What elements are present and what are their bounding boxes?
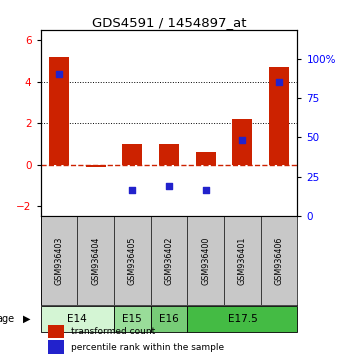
Bar bbox=[49, 57, 69, 165]
Bar bbox=[48, 325, 64, 338]
Bar bbox=[122, 144, 142, 165]
Text: GSM936401: GSM936401 bbox=[238, 236, 247, 285]
Text: percentile rank within the sample: percentile rank within the sample bbox=[71, 343, 224, 352]
Text: ▶: ▶ bbox=[23, 314, 30, 324]
Bar bbox=[41, 306, 114, 332]
Text: GSM936405: GSM936405 bbox=[128, 236, 137, 285]
Text: E14: E14 bbox=[67, 314, 87, 324]
Text: GSM936406: GSM936406 bbox=[274, 236, 284, 285]
Bar bbox=[232, 119, 252, 165]
Bar bbox=[196, 152, 216, 165]
Text: E15: E15 bbox=[122, 314, 142, 324]
Text: GSM936403: GSM936403 bbox=[54, 236, 64, 285]
Bar bbox=[151, 306, 187, 332]
Bar bbox=[269, 67, 289, 165]
Point bbox=[56, 71, 62, 76]
Point bbox=[129, 187, 135, 192]
Text: GSM936400: GSM936400 bbox=[201, 236, 210, 285]
Text: E16: E16 bbox=[159, 314, 179, 324]
Text: transformed count: transformed count bbox=[71, 327, 155, 336]
Bar bbox=[159, 144, 179, 165]
Bar bbox=[187, 306, 297, 332]
Bar bbox=[48, 340, 64, 354]
Text: GSM936404: GSM936404 bbox=[91, 236, 100, 285]
Bar bbox=[86, 165, 106, 167]
Point bbox=[203, 187, 209, 192]
Text: GSM936402: GSM936402 bbox=[165, 236, 173, 285]
Text: age: age bbox=[0, 314, 15, 324]
Point bbox=[276, 79, 282, 85]
Text: E17.5: E17.5 bbox=[227, 314, 257, 324]
Bar bbox=[114, 306, 151, 332]
Point bbox=[240, 137, 245, 143]
Title: GDS4591 / 1454897_at: GDS4591 / 1454897_at bbox=[92, 16, 246, 29]
Point bbox=[166, 183, 172, 189]
